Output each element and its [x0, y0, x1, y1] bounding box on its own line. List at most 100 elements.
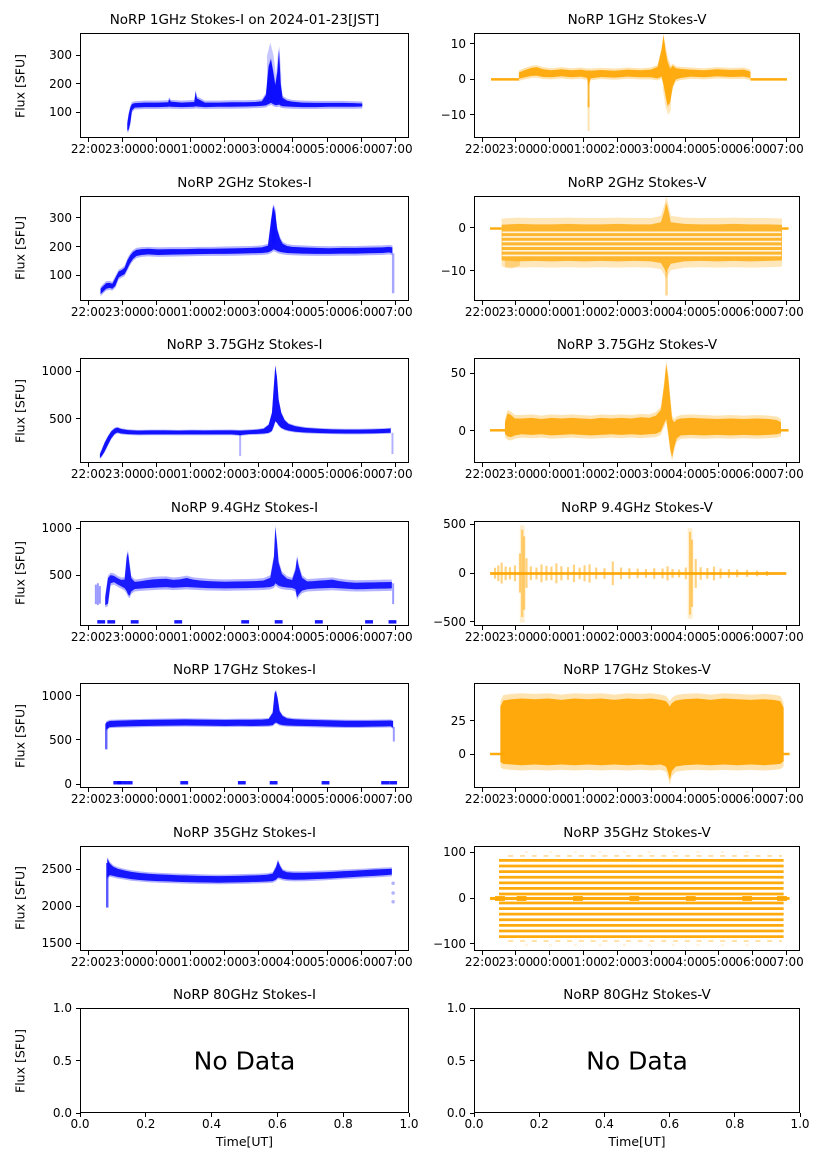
y-tick-mark [76, 1007, 80, 1009]
x-tick-label: 07:00 [769, 629, 804, 644]
y-tick-mark [76, 783, 80, 785]
x-tick-label: 23:00 [498, 954, 534, 969]
x-tick-label: 04:00 [667, 142, 703, 156]
x-tick-mark [258, 300, 260, 305]
x-tick-mark [785, 788, 787, 792]
y-tick-label: 200 [49, 239, 72, 254]
x-tick-label: 03:00 [633, 304, 669, 319]
x-tick-label: 01:00 [566, 629, 601, 644]
y-tick-mark [76, 418, 80, 420]
x-tick-mark [211, 1113, 213, 1117]
x-tick-label: 04:00 [667, 467, 703, 481]
x-tick-mark [408, 1113, 410, 1117]
x-tick-mark [684, 950, 686, 955]
x-tick-label: 04:00 [667, 629, 703, 644]
x-tick-label: 07:00 [378, 142, 413, 156]
x-tick-mark [752, 950, 754, 955]
scatter-plot [105, 689, 398, 785]
x-tick-label: 01:00 [173, 467, 208, 481]
x-tick-mark [650, 300, 652, 305]
panel-title: NoRP 80GHz Stokes-V [563, 987, 711, 1003]
x-tick-mark [360, 788, 362, 792]
y-tick-mark [76, 905, 80, 907]
x-tick-label: 01:00 [173, 792, 208, 806]
x-tick-label: 05:00 [701, 629, 737, 644]
y-tick-mark [470, 114, 474, 116]
y-tick-mark [76, 1060, 80, 1061]
x-tick-label: 04:00 [667, 304, 703, 319]
y-tick-mark [470, 523, 474, 525]
x-tick-label: 04:00 [667, 954, 703, 969]
x-tick-mark [292, 138, 294, 142]
x-tick-label: 03:00 [633, 954, 669, 969]
x-tick-mark [785, 138, 787, 142]
y-tick-mark [76, 574, 80, 576]
y-tick-label: 0 [458, 747, 466, 762]
x-tick-label: 04:00 [275, 629, 311, 644]
x-tick-mark [155, 463, 157, 467]
x-tick-label: 23:00 [498, 304, 534, 319]
x-tick-mark [752, 463, 754, 467]
x-tick-mark [616, 950, 618, 955]
x-tick-mark [190, 300, 192, 305]
x-tick-mark [481, 788, 483, 792]
y-tick-label: 25 [450, 713, 466, 728]
y-tick-label: 100 [49, 105, 72, 120]
x-tick-label: 00:00 [532, 304, 568, 319]
panel-title: NoRP 35GHz Stokes-V [563, 824, 711, 841]
x-tick-mark [394, 300, 396, 305]
axes-frame [474, 1008, 800, 1113]
x-tick-mark [785, 625, 787, 630]
x-tick-mark [224, 138, 226, 142]
x-tick-label: 05:00 [309, 792, 345, 806]
y-tick-mark [470, 851, 474, 853]
x-tick-mark [752, 300, 754, 305]
x-tick-mark [292, 788, 294, 792]
x-tick-label: 05:00 [701, 792, 737, 806]
x-tick-mark [258, 788, 260, 792]
x-tick-label: 0.2 [136, 1117, 156, 1131]
y-tick-mark [470, 943, 474, 945]
x-tick-label: 00:00 [532, 629, 568, 644]
y-tick-label: 0 [458, 891, 466, 905]
y-tick-mark [76, 370, 80, 372]
x-tick-mark [394, 138, 396, 142]
y-tick-mark [76, 54, 80, 56]
y-tick-mark [76, 83, 80, 85]
y-tick-mark [76, 246, 80, 248]
y-tick-label: 1.0 [446, 1001, 466, 1015]
y-tick-mark [470, 720, 474, 722]
x-tick-mark [515, 300, 517, 305]
x-tick-label: 02:00 [600, 467, 635, 481]
x-tick-label: 05:00 [701, 467, 737, 481]
x-tick-label: 22:00 [70, 954, 106, 969]
x-tick-label: 02:00 [207, 467, 242, 481]
x-tick-mark [650, 625, 652, 630]
x-tick-mark [224, 463, 226, 467]
x-tick-mark [684, 300, 686, 305]
x-tick-label: 22:00 [70, 304, 106, 319]
x-tick-label: 01:00 [173, 629, 208, 644]
x-tick-mark [473, 1113, 475, 1117]
axes-frame [80, 1008, 409, 1113]
x-tick-mark [190, 788, 192, 792]
x-tick-label: 01:00 [173, 954, 208, 969]
x-tick-label: 22:00 [464, 142, 500, 156]
x-tick-label: 07:00 [378, 954, 413, 969]
y-tick-label: 300 [49, 48, 72, 63]
x-tick-label: 1.0 [790, 1117, 810, 1131]
x-axis-label: Time[UT] [608, 1134, 666, 1149]
x-tick-mark [616, 788, 618, 792]
panel-title: NoRP 17GHz Stokes-I [173, 662, 316, 678]
y-axis-label: Flux [SFU] [12, 1028, 28, 1093]
y-tick-mark [76, 942, 80, 944]
x-tick-mark [684, 788, 686, 792]
y-tick-mark [470, 227, 474, 229]
x-tick-label: 06:00 [735, 467, 770, 481]
x-tick-label: 03:00 [241, 142, 277, 156]
x-tick-label: 02:00 [600, 304, 635, 319]
x-tick-mark [752, 788, 754, 792]
x-tick-label: 23:00 [105, 792, 140, 806]
x-tick-label: 0.6 [660, 1117, 680, 1131]
panel-title: NoRP 3.75GHz Stokes-I [166, 337, 323, 353]
